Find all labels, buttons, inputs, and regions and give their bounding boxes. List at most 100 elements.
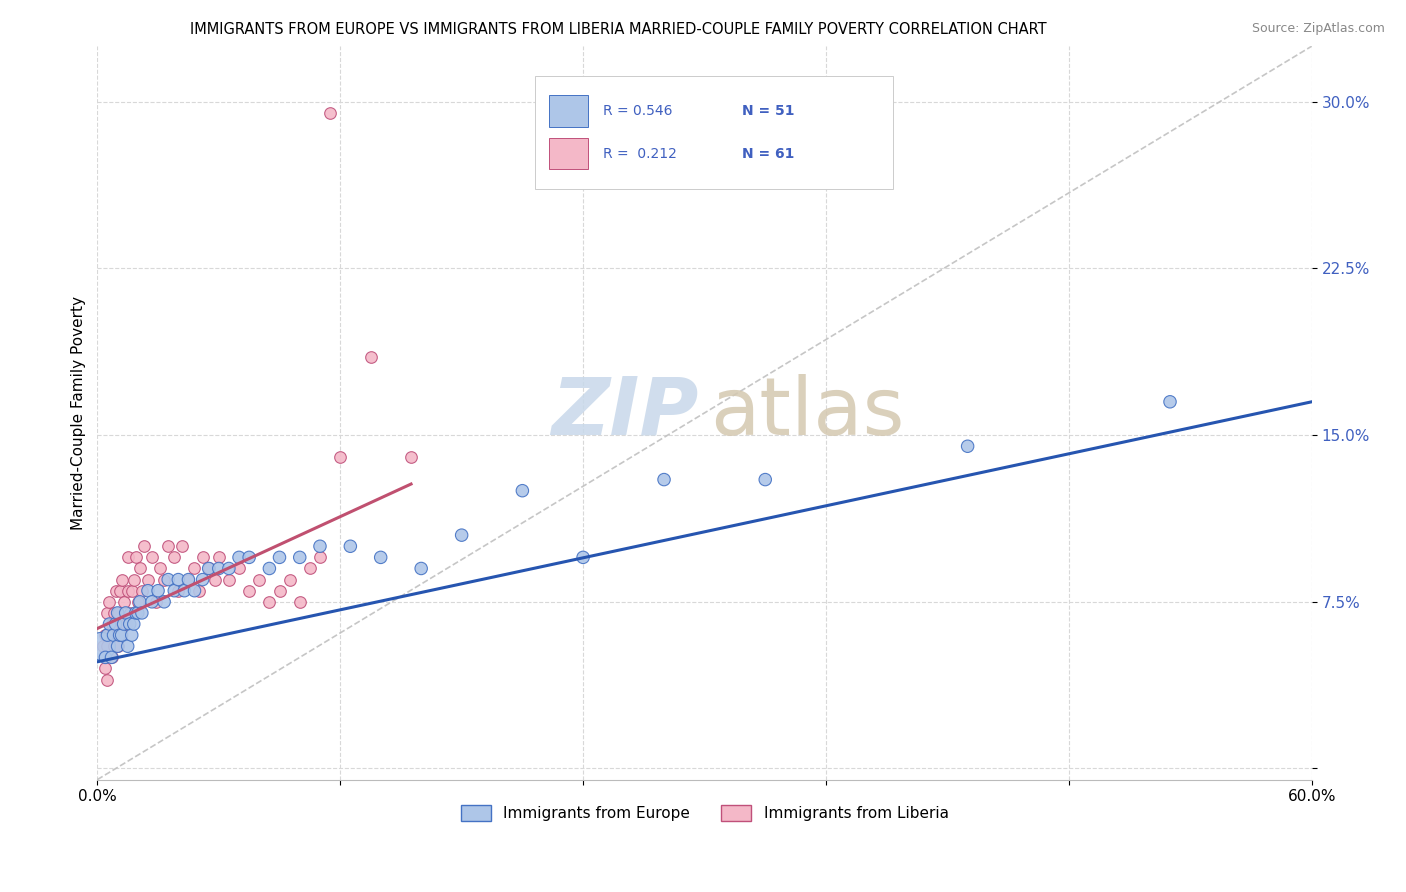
Point <box>146 583 169 598</box>
Point <box>218 561 240 575</box>
Point <box>100 650 122 665</box>
Point <box>141 550 163 565</box>
Point <box>183 583 205 598</box>
Point <box>259 595 281 609</box>
Point <box>197 561 219 575</box>
Point <box>131 606 153 620</box>
Point <box>145 595 167 609</box>
Point <box>127 595 149 609</box>
Point <box>128 595 150 609</box>
Point <box>187 583 209 598</box>
Point <box>96 606 118 620</box>
Point <box>114 606 136 620</box>
Point <box>191 573 214 587</box>
Point <box>118 617 141 632</box>
Point <box>98 628 121 642</box>
Point <box>112 617 135 632</box>
Point <box>107 640 129 654</box>
Point <box>117 583 139 598</box>
Point <box>157 573 180 587</box>
Point <box>191 550 214 565</box>
Point <box>122 573 145 587</box>
Point <box>172 539 194 553</box>
Point <box>177 573 200 587</box>
Point <box>96 640 118 654</box>
Point <box>450 528 472 542</box>
Point <box>208 550 231 565</box>
Point <box>111 617 134 632</box>
Point <box>204 573 226 587</box>
Point <box>122 617 145 632</box>
Point <box>1159 394 1181 409</box>
Point <box>108 628 131 642</box>
Point <box>572 550 595 565</box>
Point <box>108 583 131 598</box>
Point <box>512 483 534 498</box>
Point <box>167 573 190 587</box>
Point <box>141 595 163 609</box>
Point <box>107 640 129 654</box>
Point <box>218 573 240 587</box>
Point <box>163 583 186 598</box>
Point <box>104 617 127 632</box>
Point <box>754 473 776 487</box>
Point <box>107 606 129 620</box>
Point <box>127 606 149 620</box>
Point <box>96 628 118 642</box>
Point <box>247 573 270 587</box>
Point <box>117 640 139 654</box>
Point <box>163 550 186 565</box>
Point <box>118 606 141 620</box>
Point <box>107 606 129 620</box>
Point <box>98 617 121 632</box>
Point <box>298 561 321 575</box>
Point <box>288 595 311 609</box>
Point <box>153 595 176 609</box>
Point <box>309 539 332 553</box>
Point <box>131 583 153 598</box>
Legend: Immigrants from Europe, Immigrants from Liberia: Immigrants from Europe, Immigrants from … <box>454 798 955 827</box>
Point <box>149 561 172 575</box>
Point <box>339 539 361 553</box>
Point <box>136 573 159 587</box>
Point <box>269 583 291 598</box>
Point <box>167 583 190 598</box>
Point <box>259 561 281 575</box>
Point <box>128 561 150 575</box>
Point <box>103 640 125 654</box>
Point <box>103 606 125 620</box>
Point <box>956 439 979 453</box>
Point <box>121 628 143 642</box>
Point <box>93 640 115 654</box>
Point <box>173 583 195 598</box>
Point <box>360 351 382 365</box>
Point <box>100 650 122 665</box>
Point <box>114 617 136 632</box>
Point <box>90 640 112 654</box>
Point <box>208 561 231 575</box>
Point <box>132 539 155 553</box>
Point <box>153 573 176 587</box>
Point <box>98 595 121 609</box>
Text: ZIP: ZIP <box>551 374 699 452</box>
Point <box>157 539 180 553</box>
Point <box>94 628 117 642</box>
Point <box>278 573 301 587</box>
Y-axis label: Married-Couple Family Poverty: Married-Couple Family Poverty <box>72 296 86 530</box>
Point <box>100 617 122 632</box>
Point <box>238 550 260 565</box>
Point <box>183 561 205 575</box>
Point <box>370 550 392 565</box>
Point <box>319 106 342 120</box>
Point <box>652 473 675 487</box>
Point <box>399 450 422 465</box>
Point <box>125 606 148 620</box>
Point <box>125 550 148 565</box>
Point <box>117 550 139 565</box>
Point <box>111 573 134 587</box>
Point <box>136 583 159 598</box>
Point <box>121 583 143 598</box>
Point <box>104 617 127 632</box>
Point <box>112 595 135 609</box>
Point <box>103 628 125 642</box>
